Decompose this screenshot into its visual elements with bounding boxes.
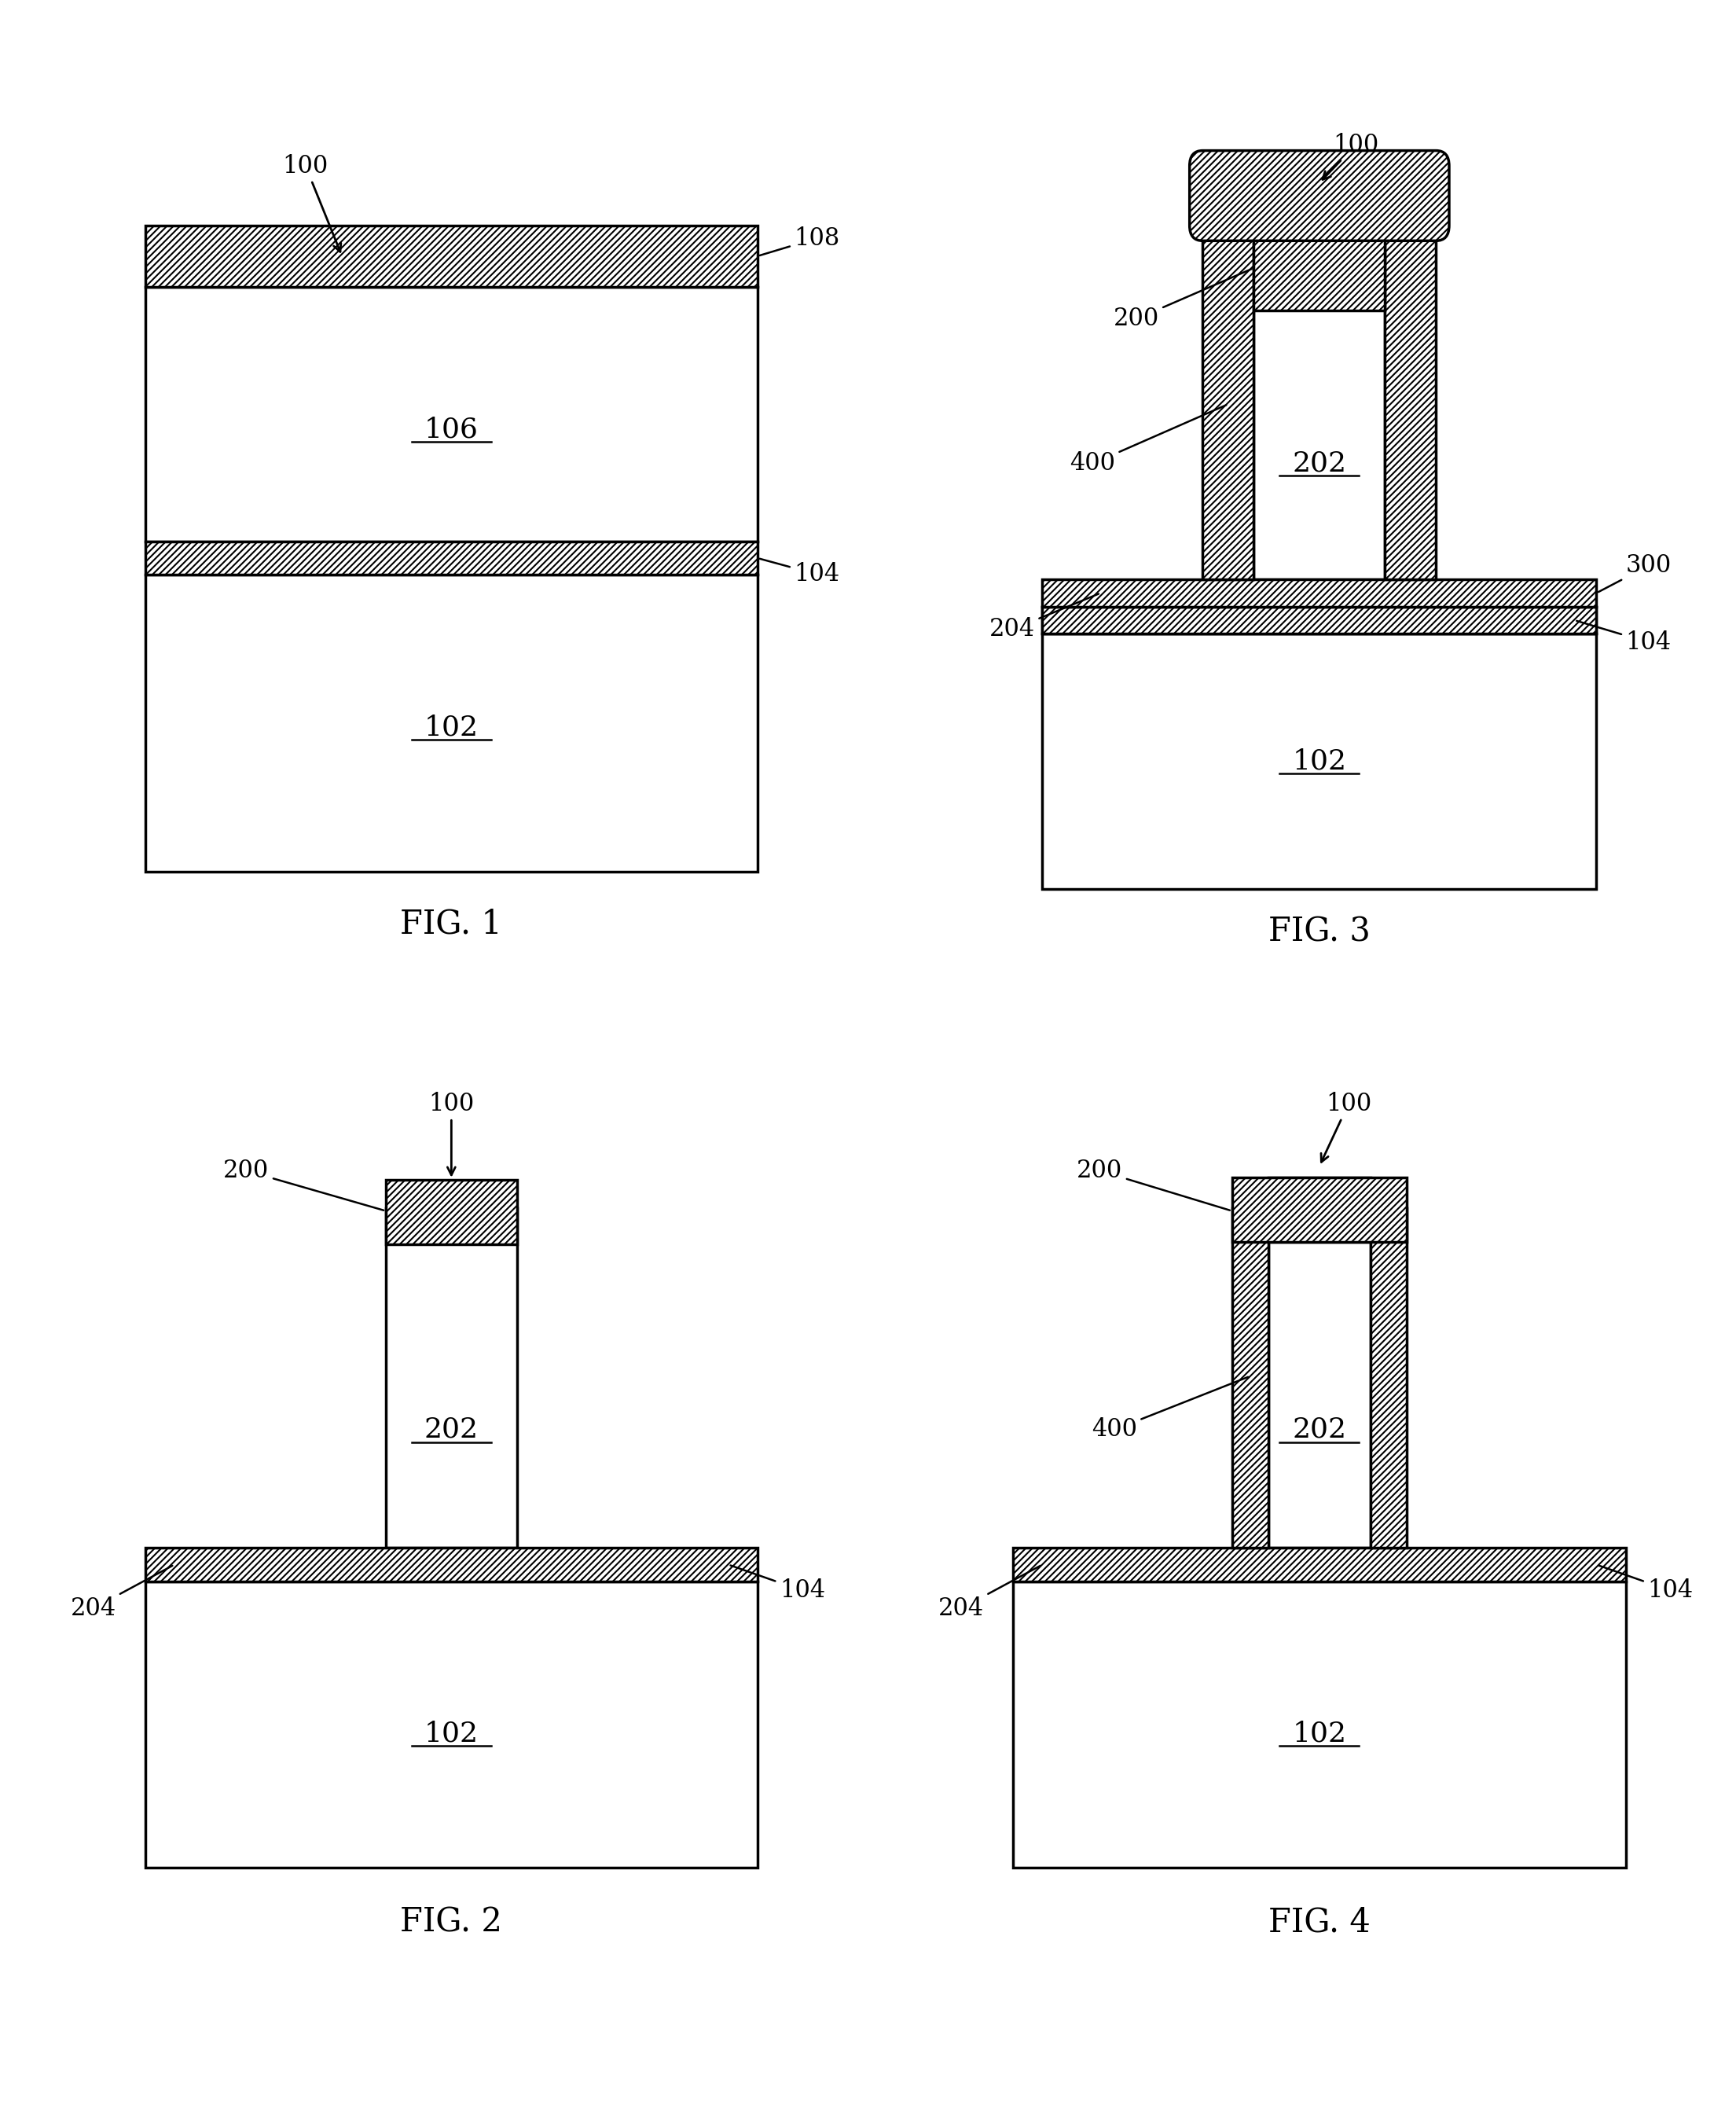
Text: FIG. 2: FIG. 2 [401,1906,502,1940]
Text: FIG. 4: FIG. 4 [1269,1906,1370,1940]
Bar [1253,213,1385,311]
Bar [1233,1208,1269,1548]
Text: 202: 202 [424,1417,479,1442]
Bar [1014,1582,1625,1868]
Bar [1203,213,1253,579]
Bar [146,1548,757,1582]
Text: 200: 200 [1113,268,1252,332]
Bar [1269,1208,1370,1548]
Text: 102: 102 [424,715,479,740]
Bar [1042,579,1597,606]
Text: 400: 400 [1092,1376,1248,1442]
Text: 202: 202 [1292,451,1347,476]
Text: 202: 202 [1292,1417,1347,1442]
Bar [1042,634,1597,889]
Text: 400: 400 [1069,404,1226,476]
Bar [385,1180,517,1244]
Bar [146,287,757,542]
Bar [1253,255,1385,579]
Bar [1042,606,1597,634]
Bar [1385,213,1436,579]
Text: 104: 104 [760,559,840,587]
Text: 204: 204 [69,1565,172,1621]
Bar [146,1582,757,1868]
Bar [146,574,757,872]
Text: 104: 104 [1576,621,1672,655]
Bar [1014,1548,1625,1582]
Text: 100: 100 [429,1091,474,1174]
Text: 104: 104 [731,1565,825,1604]
Text: 100: 100 [1321,1091,1371,1161]
Bar [385,1208,517,1548]
Text: FIG. 3: FIG. 3 [1269,915,1370,949]
Text: 300: 300 [1599,553,1672,591]
Text: 100: 100 [1323,132,1378,179]
Text: 102: 102 [1292,1721,1347,1746]
Bar [1042,606,1597,634]
FancyBboxPatch shape [1189,151,1450,240]
Text: 102: 102 [1292,749,1347,774]
Bar [146,542,757,574]
Bar [1370,1208,1406,1548]
Bar [146,225,757,287]
Bar [1203,174,1436,213]
Text: 106: 106 [424,417,479,442]
Text: 200: 200 [224,1159,384,1210]
Text: 204: 204 [990,593,1099,642]
Bar [1233,1178,1406,1242]
Text: 104: 104 [1599,1565,1693,1604]
Bar [1269,1178,1370,1242]
Text: 100: 100 [283,153,340,251]
Text: 108: 108 [760,225,840,255]
Text: 204: 204 [937,1565,1040,1621]
Text: FIG. 1: FIG. 1 [401,906,502,940]
Text: 200: 200 [1076,1159,1229,1210]
Text: 102: 102 [424,1721,479,1746]
